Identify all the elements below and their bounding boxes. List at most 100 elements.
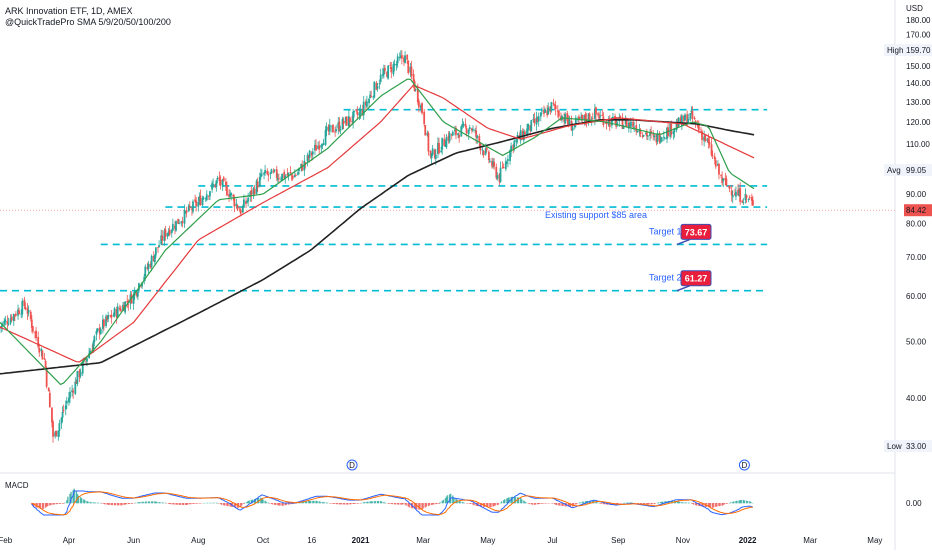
- candles: [0, 50, 754, 443]
- candle-body: [96, 331, 98, 335]
- macd-bar: [443, 500, 444, 503]
- candle-body: [177, 219, 179, 224]
- candle-body: [126, 301, 128, 303]
- candle-body: [72, 391, 74, 393]
- candle-body: [278, 178, 280, 179]
- candle-body: [226, 186, 228, 195]
- candle-body: [635, 125, 637, 132]
- macd-bar: [173, 503, 174, 505]
- candle-body: [547, 107, 549, 114]
- candle-body: [200, 196, 202, 205]
- macd-bar: [388, 503, 389, 504]
- macd-bar: [741, 500, 742, 503]
- candle-body: [25, 307, 27, 309]
- x-tick-label: Jun: [127, 536, 140, 545]
- macd-bar: [244, 503, 245, 504]
- macd-bar: [249, 501, 250, 504]
- macd-bar: [470, 503, 471, 504]
- candle-body: [212, 184, 214, 185]
- candle-body: [482, 150, 484, 151]
- y-tick-label: 60.00: [906, 292, 927, 301]
- candle-body: [326, 127, 328, 131]
- candle-body: [323, 143, 325, 145]
- last-price-tag-value: 84.42: [906, 206, 927, 215]
- candle-body: [720, 175, 722, 176]
- candle-body: [709, 142, 711, 144]
- macd-bar: [176, 503, 177, 505]
- macd-bar: [149, 501, 150, 503]
- candle-body: [32, 326, 34, 331]
- candle-body: [288, 173, 290, 175]
- candle-body: [243, 199, 245, 207]
- candle-body: [581, 115, 583, 119]
- dividend-marker-label: D: [349, 461, 355, 470]
- candle-body: [569, 119, 571, 124]
- macd-bar: [375, 501, 376, 503]
- candle-body: [500, 168, 502, 182]
- candle-body: [417, 89, 419, 102]
- candle-body: [636, 131, 638, 132]
- y-tick-label: 50.00: [906, 338, 927, 347]
- candle-body: [110, 315, 112, 318]
- candle-body: [446, 137, 448, 147]
- x-tick-label: May: [480, 536, 495, 545]
- candle-body: [103, 319, 105, 326]
- candle-body: [62, 412, 64, 418]
- macd-bar: [98, 503, 99, 504]
- candle-body: [366, 101, 368, 106]
- candle-body: [144, 267, 146, 277]
- macd-bar: [262, 499, 263, 503]
- candle-body: [186, 211, 188, 213]
- candle-body: [714, 156, 716, 159]
- macd-bar: [112, 503, 113, 505]
- macd-bar: [429, 503, 430, 505]
- low-tag-value: 33.00: [906, 442, 927, 451]
- macd-bar: [337, 503, 338, 504]
- macd-bar: [210, 503, 211, 504]
- macd-bar: [67, 497, 68, 504]
- macd-bar: [355, 503, 356, 504]
- currency-label: USD: [906, 4, 923, 13]
- candle-body: [411, 67, 413, 76]
- candle-body: [440, 151, 442, 152]
- candle-body: [161, 236, 163, 241]
- macd-label: MACD: [5, 481, 29, 490]
- macd-zero-label: 0.00: [906, 499, 922, 508]
- macd-bar: [655, 503, 656, 504]
- macd-bar: [180, 503, 181, 505]
- macd-bar: [367, 502, 368, 504]
- candle-body: [554, 105, 556, 106]
- candle-body: [119, 308, 121, 310]
- macd-bar: [528, 503, 529, 504]
- macd-bar: [381, 501, 382, 503]
- macd-bar: [152, 501, 153, 503]
- y-tick-label: 180.00: [906, 16, 931, 25]
- candle-body: [476, 136, 478, 138]
- candle-body: [689, 113, 691, 120]
- macd-bar: [129, 503, 130, 504]
- candle-body: [722, 178, 724, 181]
- avg-tag-label: Avg: [887, 166, 901, 175]
- macd-bar: [402, 503, 403, 504]
- candle-body: [368, 99, 370, 103]
- candle-body: [58, 423, 60, 431]
- macd-bar: [279, 503, 280, 506]
- candle-body: [137, 292, 139, 297]
- candle-body: [216, 178, 218, 179]
- candle-body: [418, 101, 420, 108]
- target-value: 61.27: [685, 274, 708, 284]
- candle-body: [48, 388, 50, 391]
- candle-body: [63, 410, 65, 411]
- x-tick-label: Aug: [191, 536, 205, 545]
- candle-body: [203, 198, 205, 199]
- candle-body: [384, 68, 386, 71]
- candle-body: [643, 135, 645, 136]
- macd-bar: [163, 503, 164, 504]
- macd-bar: [193, 503, 194, 504]
- candle-body: [752, 200, 754, 206]
- candle-body: [413, 74, 415, 82]
- candle-body: [189, 206, 191, 207]
- candle-body: [493, 162, 495, 167]
- candle-body: [335, 129, 337, 131]
